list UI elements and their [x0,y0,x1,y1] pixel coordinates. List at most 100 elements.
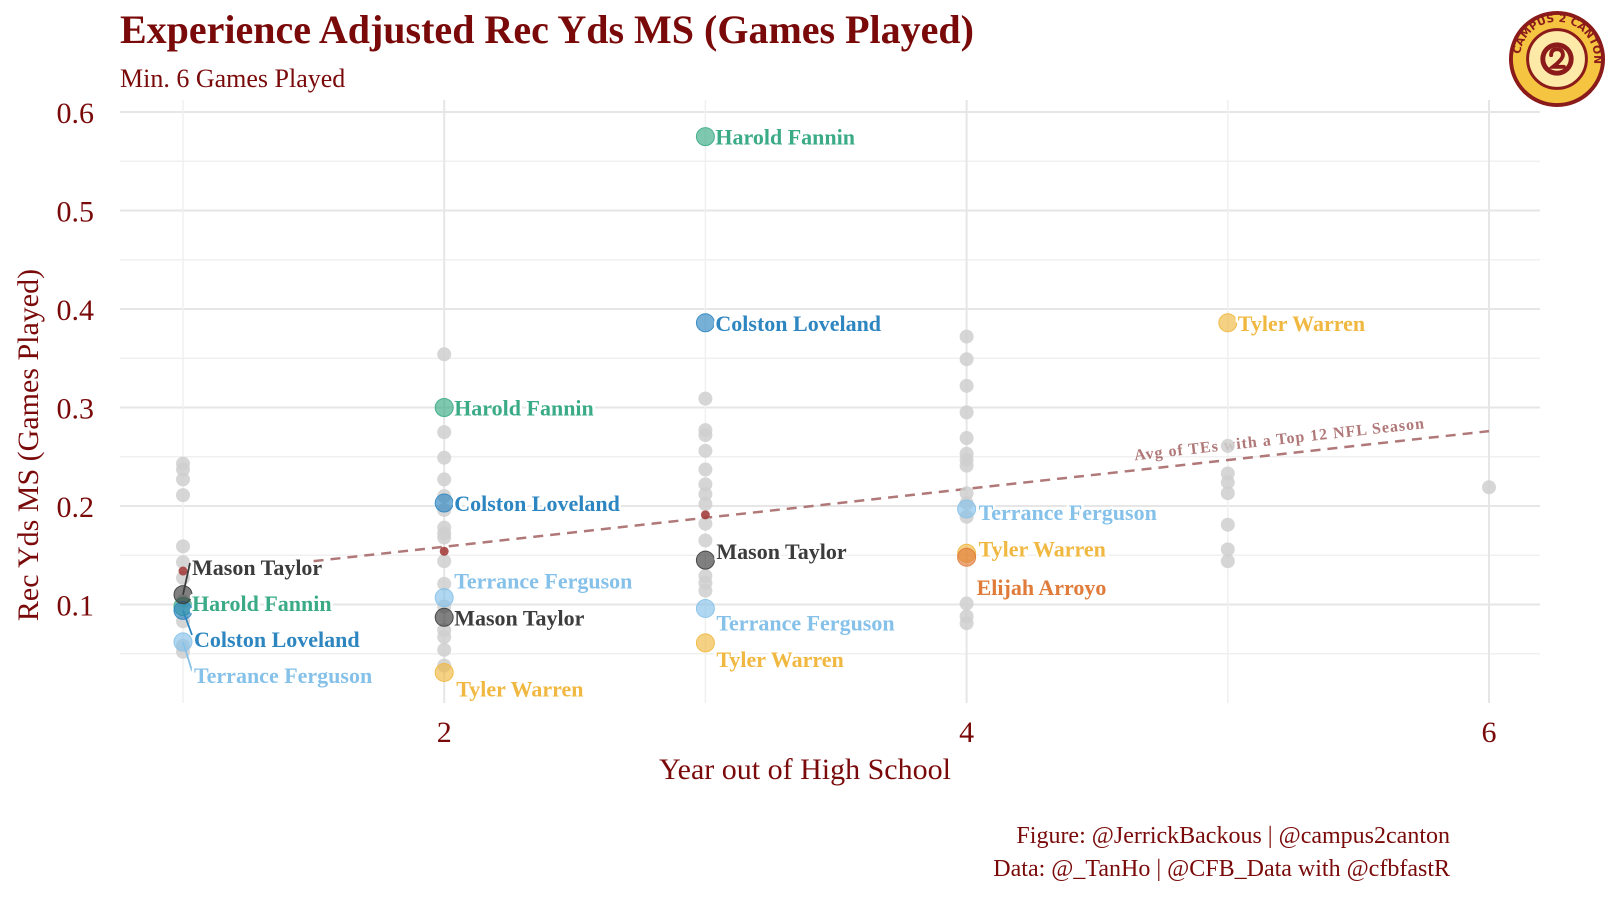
player-label-halo: Mason Taylor [454,605,584,630]
background-point [437,530,452,545]
background-point [1220,486,1235,501]
background-point [959,352,974,367]
player-label-halo: Harold Fannin [192,591,332,616]
player-label-halo: Terrance Ferguson [454,569,632,594]
player-label: Mason Taylor [192,555,322,580]
player-label-halo: Colston Loveland [454,491,620,516]
background-point [176,472,190,487]
player-label-halo: Terrance Ferguson [194,663,372,688]
background-point [959,596,974,611]
background-point [437,554,452,569]
player-label: Tyler Warren [1238,311,1365,336]
y-tick-label: 0.1 [57,590,95,623]
y-tick-label: 0.4 [57,294,95,327]
background-point [1220,554,1235,569]
player-label: Colston Loveland [715,311,881,336]
caption-line-1: Figure: @JerrickBackous | @campus2canton [1016,823,1450,849]
background-point [437,630,452,645]
grid-lines [120,100,1540,703]
background-point [698,477,713,492]
player-label: Terrance Ferguson [194,663,372,688]
player-point [695,313,715,333]
player-label: Colston Loveland [194,627,360,652]
player-label-halo: Tyler Warren [1238,311,1365,336]
y-tick-label: 0.2 [57,491,95,524]
player-point [173,585,193,605]
player-point [434,493,454,513]
player-label: Terrance Ferguson [716,610,894,635]
x-axis-title: Year out of High School [659,753,951,786]
player-label-halo: Colston Loveland [715,311,881,336]
background-point [1220,517,1235,532]
player-label-halo: Terrance Ferguson [979,500,1157,525]
player-point [434,662,454,682]
player-label: Tyler Warren [979,536,1106,561]
benchmark-point [700,510,710,520]
player-label: Elijah Arroyo [977,575,1107,600]
benchmark-point [439,546,449,556]
background-point [437,450,452,465]
y-tick-labels: 0.1 0.2 0.3 0.4 0.5 0.6 [57,97,95,623]
background-point [176,462,190,477]
chart-title: Experience Adjusted Rec Yds MS (Games Pl… [120,7,974,52]
benchmark-point [178,566,188,576]
background-point [959,378,974,393]
background-point [437,425,452,440]
caption-line-2: Data: @_TanHo | @CFB_Data with @cfbfastR [993,856,1450,882]
y-tick-label: 0.5 [57,196,95,229]
background-point [698,583,713,598]
player-label: Harold Fannin [715,125,855,150]
player-point [1218,313,1238,333]
background-point [176,539,190,554]
player-label: Tyler Warren [456,676,583,701]
background-point [959,431,974,446]
background-point [1220,438,1235,453]
y-axis-title: Rec Yds MS (Games Played) [12,269,45,621]
trend-line-group: Avg of TEs with a Top 12 NFL Season [313,415,1490,563]
background-point [437,347,452,362]
chart-subtitle: Min. 6 Games Played [120,64,346,93]
background-point [698,497,713,512]
player-point [173,632,193,652]
player-point [695,127,715,147]
background-point [437,642,452,657]
background-point [959,405,974,420]
background-point [698,443,713,458]
background-point [698,516,713,531]
x-tick-labels: 2 4 6 [437,716,1497,749]
background-point [437,576,452,591]
background-point [698,533,713,548]
background-point [176,555,190,570]
x-tick-label: 4 [959,716,974,749]
player-label-halo: Harold Fannin [454,396,594,421]
background-point [959,486,974,501]
y-tick-label: 0.6 [57,97,95,130]
background-point [1220,542,1235,557]
background-point [698,391,713,406]
player-label: Harold Fannin [454,396,594,421]
campus-2-canton-logo: CAMPUS 2 CANTON [1508,10,1606,108]
player-point [957,547,977,567]
player-label: Colston Loveland [454,491,620,516]
x-tick-label: 6 [1482,716,1497,749]
player-label-halo: Mason Taylor [192,555,322,580]
background-point [437,472,452,487]
player-label: Mason Taylor [716,539,846,564]
x-tick-label: 2 [437,716,452,749]
player-point [434,398,454,417]
benchmark-points [178,510,710,576]
background-point [1220,475,1235,490]
background-point [959,616,974,631]
player-point [434,607,454,627]
player-label: Terrance Ferguson [454,569,632,594]
player-point [695,633,715,653]
background-point [176,488,190,503]
player-point [695,550,715,570]
background-point [698,487,713,502]
player-label-halo: Tyler Warren [456,676,583,701]
player-label: Mason Taylor [454,605,584,630]
background-point [698,428,713,443]
player-label-halo: Tyler Warren [979,536,1106,561]
player-label-halo: Harold Fannin [715,125,855,150]
